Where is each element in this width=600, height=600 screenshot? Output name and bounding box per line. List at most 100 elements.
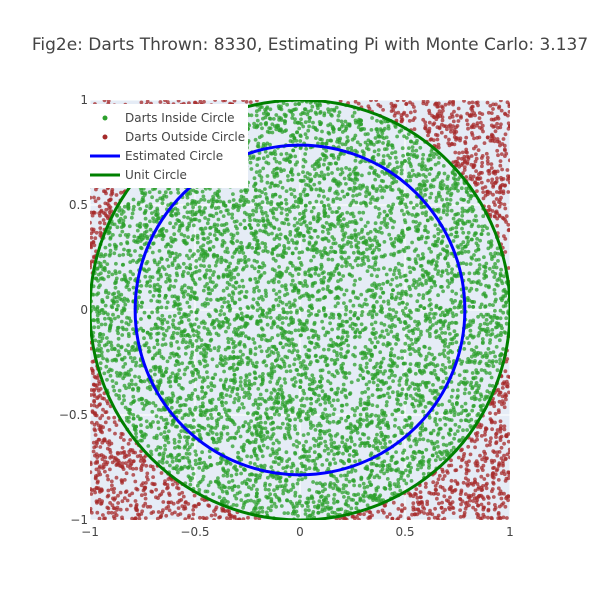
dart-inside [365,255,370,260]
dart-inside [362,127,367,131]
dart-inside [221,473,226,478]
dart-inside [388,357,393,362]
dart-inside [175,273,180,278]
dart-inside [299,112,303,117]
dart-inside [213,263,218,268]
dart-inside [375,404,380,409]
dart-inside [264,363,269,368]
dart-inside [211,194,216,199]
dart-inside [380,195,385,200]
dart-inside [214,440,219,445]
dart-inside [206,199,211,204]
dart-inside [255,487,259,492]
dart-inside [191,472,196,476]
dart-inside [346,138,350,143]
dart-outside [426,133,430,138]
dart-inside [344,338,349,343]
dart-inside [237,395,242,400]
dart-outside [449,112,454,117]
dart-inside [263,192,268,196]
dart-inside [427,346,432,351]
dart-inside [218,199,223,204]
dart-inside [350,114,355,119]
dart-inside [241,352,245,357]
dart-inside [341,486,346,491]
dart-inside [285,212,289,217]
dart-inside [156,277,161,282]
dart-inside [253,277,258,281]
dart-inside [149,327,154,331]
dart-inside [432,234,437,239]
dart-inside [447,359,452,364]
dart-inside [449,441,454,445]
dart-inside [277,227,282,232]
dart-outside [495,148,500,153]
dart-inside [164,366,169,371]
dart-inside [92,325,97,330]
dart-inside [199,338,204,342]
dart-inside [350,326,355,331]
dart-inside [348,299,353,303]
dart-inside [227,385,232,389]
dart-inside [395,284,400,288]
dart-outside [486,501,491,506]
dart-inside [243,390,247,395]
dart-inside [192,322,197,327]
dart-inside [445,205,450,210]
dart-outside [494,102,498,107]
dart-outside [468,452,473,457]
dart-inside [434,329,439,333]
dart-inside [281,251,285,256]
dart-inside [328,275,333,280]
dart-inside [234,503,239,508]
dart-inside [347,392,352,396]
dart-inside [222,228,227,233]
dart-inside [392,272,396,277]
dart-inside [361,481,366,486]
dart-inside [387,324,392,329]
dart-inside [460,206,465,211]
dart-outside [479,120,483,125]
dart-inside [238,199,243,204]
dart-inside [368,337,372,342]
dart-outside [479,502,484,507]
dart-inside [201,474,206,479]
dart-inside [430,217,434,221]
dart-outside [143,496,148,501]
dart-inside [366,220,370,225]
dart-inside [289,310,293,315]
dart-inside [295,504,299,508]
dart-outside [458,515,463,519]
dart-inside [306,336,311,340]
dart-inside [136,386,141,390]
dart-inside [201,258,206,263]
dart-inside [467,304,472,309]
dart-inside [319,170,324,175]
dart-inside [296,204,300,209]
dart-outside [480,164,484,169]
dart-inside [251,297,256,302]
dart-inside [131,394,136,399]
dart-inside [281,488,286,493]
dart-outside [202,100,206,104]
dart-inside [382,216,387,221]
dart-inside [259,205,263,210]
dart-outside [133,516,138,520]
dart-inside [197,205,202,210]
dart-inside [277,412,281,417]
dart-inside [246,411,250,416]
dart-inside [373,221,378,226]
dart-inside [187,256,192,261]
dart-outside [218,515,223,519]
dart-inside [138,438,143,443]
dart-outside [131,473,136,477]
dart-inside [446,431,451,436]
dart-outside [145,471,150,476]
dart-inside [418,304,423,309]
dart-inside [398,282,403,287]
dart-inside [146,444,151,448]
dart-inside [171,225,176,230]
dart-inside [395,134,399,139]
dart-outside [107,198,112,203]
dart-inside [151,216,156,221]
